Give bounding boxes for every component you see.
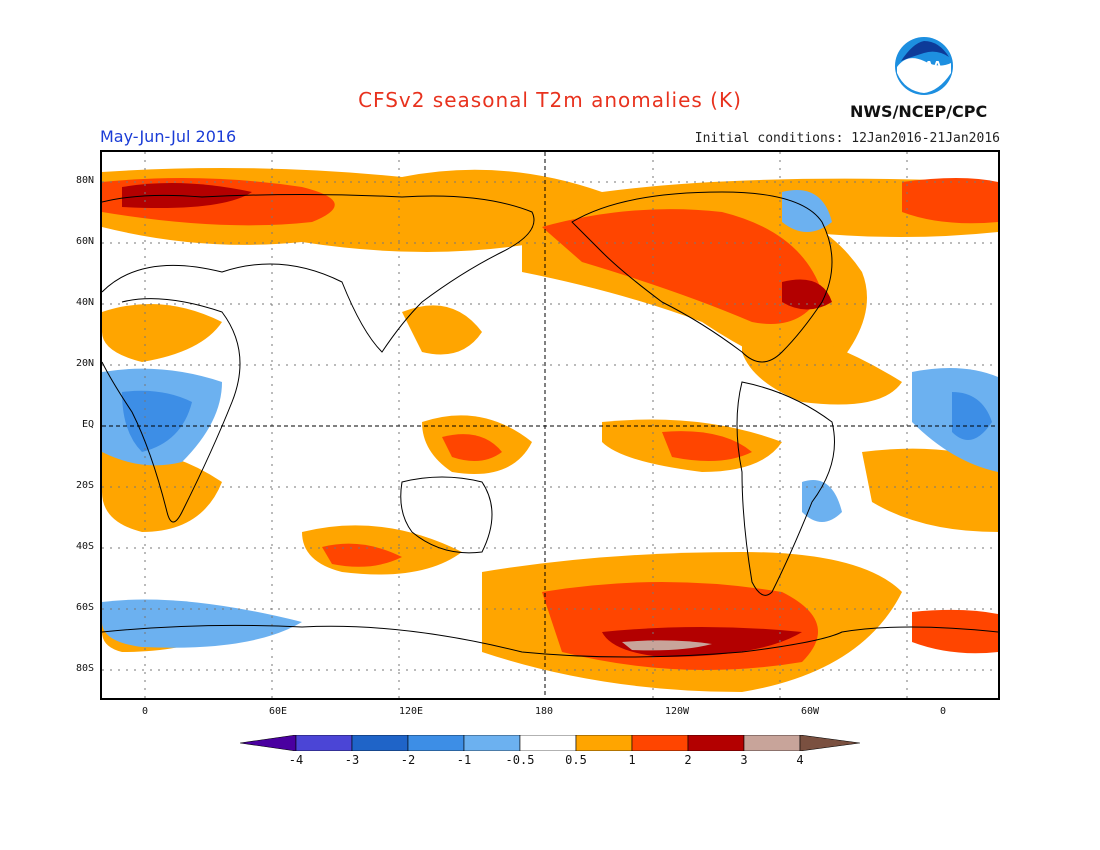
colorbar-swatch	[687, 735, 745, 751]
colorbar	[240, 735, 860, 751]
lon-label: 60W	[800, 706, 820, 717]
lat-label: 60N	[75, 236, 94, 247]
agency-label: NWS/NCEP/CPC	[850, 102, 988, 121]
colorbar-label: 0.5	[565, 753, 587, 767]
colorbar-swatch	[631, 735, 689, 751]
svg-text:NOAA: NOAA	[906, 59, 942, 72]
initial-conditions-label: Initial conditions: 12Jan2016-21Jan2016	[694, 131, 1000, 146]
lon-label: 120W	[664, 706, 690, 717]
lat-label: 40S	[75, 541, 94, 552]
colorbar-swatch	[463, 735, 521, 751]
colorbar-low-arrow	[240, 735, 297, 751]
lat-label: 20N	[75, 358, 94, 369]
colorbar-swatch	[519, 735, 577, 751]
lat-label: 80N	[75, 175, 94, 186]
colorbar-label: -0.5	[505, 753, 535, 767]
map-graticule	[102, 152, 998, 698]
lon-label: 60E	[268, 706, 288, 717]
colorbar-swatch	[295, 735, 353, 751]
colorbar-swatch	[407, 735, 465, 751]
colorbar-label: -2	[400, 753, 416, 767]
colorbar-label: 4	[796, 753, 804, 767]
colorbar-swatch	[351, 735, 409, 751]
lat-label: 20S	[75, 480, 94, 491]
colorbar-high-arrow	[799, 735, 860, 751]
lat-label: EQ	[81, 419, 94, 430]
anomaly-map	[100, 150, 1000, 700]
colorbar-label: 2	[684, 753, 692, 767]
lat-label: 80S	[75, 663, 94, 674]
lat-label: 40N	[75, 297, 94, 308]
lon-label: 0	[141, 706, 149, 717]
colorbar-label: 1	[628, 753, 636, 767]
colorbar-swatch	[575, 735, 633, 751]
chart-title: CFSv2 seasonal T2m anomalies (K)	[358, 88, 742, 112]
warm-anomaly-shading	[102, 168, 998, 692]
colorbar-label: 3	[740, 753, 748, 767]
coastlines	[102, 191, 998, 658]
map-reference-lines	[102, 152, 998, 698]
cool-anomaly-shading	[102, 190, 998, 648]
colorbar-label: -3	[344, 753, 360, 767]
lon-label: 0	[939, 706, 947, 717]
lon-label: 180	[534, 706, 554, 717]
noaa-logo: NOAA	[895, 37, 953, 95]
colorbar-label: -1	[456, 753, 472, 767]
lat-label: 60S	[75, 602, 94, 613]
lon-label: 120E	[398, 706, 424, 717]
colorbar-swatch	[743, 735, 801, 751]
colorbar-label: -4	[288, 753, 304, 767]
season-label: May-Jun-Jul 2016	[100, 127, 237, 146]
map-canvas	[102, 152, 998, 698]
